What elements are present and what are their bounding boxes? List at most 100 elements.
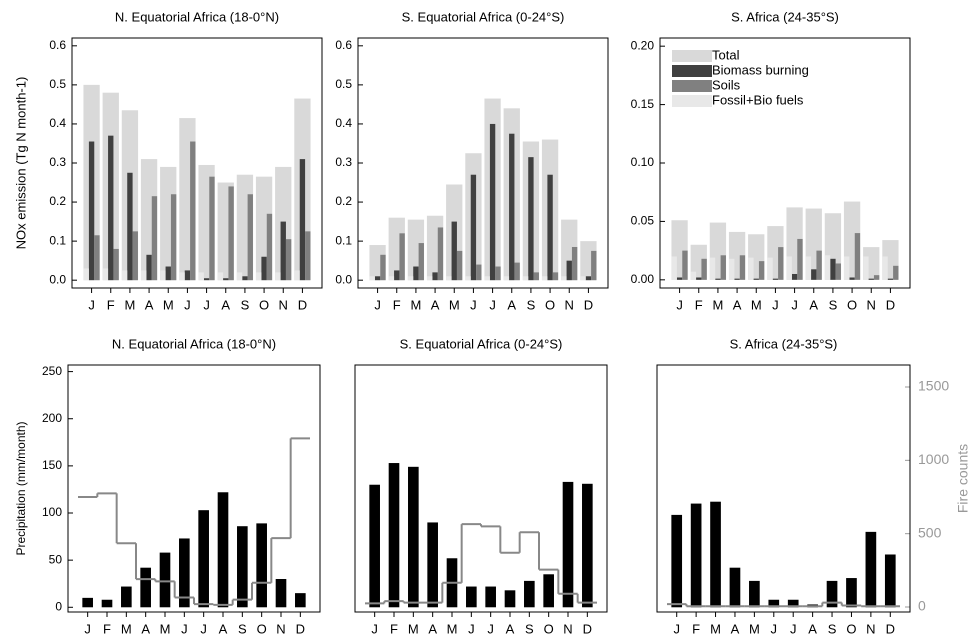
bar [671, 514, 683, 608]
bar [408, 466, 419, 608]
x-tick-label: M [712, 297, 723, 312]
bar [543, 574, 554, 608]
x-tick-label: J [184, 297, 191, 312]
bar [159, 552, 171, 608]
x-tick-label: A [428, 621, 437, 636]
y-tick-label: 0.2 [335, 194, 352, 208]
bar [413, 266, 419, 281]
bar [690, 271, 697, 280]
y2-tick-label: 500 [918, 524, 942, 540]
bar [715, 278, 721, 280]
x-tick-label: D [886, 297, 895, 312]
bar [734, 278, 740, 280]
bar [824, 255, 831, 280]
bar [228, 186, 234, 281]
bar [113, 248, 119, 281]
bar [797, 238, 803, 280]
x-tick-label: D [583, 621, 592, 636]
plot-frame [354, 364, 608, 613]
x-tick-label: A [221, 297, 230, 312]
bar [432, 272, 438, 281]
y-tick-label: 0 [55, 599, 62, 613]
legend-label: Biomass burning [712, 62, 809, 77]
y-axis-label: NOx emission (Tg N month-1) [13, 77, 28, 250]
x-tick-label: J [791, 297, 798, 312]
bar [873, 275, 880, 280]
bar [295, 593, 306, 608]
y2-tick-label: 1500 [918, 378, 949, 394]
bar [160, 270, 166, 281]
x-tick-label: M [447, 621, 458, 636]
y-tick-label: 200 [42, 411, 62, 425]
bar [865, 531, 877, 608]
bar [465, 276, 471, 281]
y-tick-label: 0.00 [631, 272, 655, 286]
bar [585, 276, 592, 281]
x-tick-label: J [200, 621, 207, 636]
bar [710, 501, 721, 608]
bar [94, 235, 100, 281]
bar [709, 257, 716, 280]
x-tick-label: A [219, 621, 228, 636]
bar [470, 174, 477, 281]
x-tick-label: J [771, 621, 778, 636]
y-tick-label: 0.0 [335, 272, 352, 286]
x-tick-label: M [410, 297, 421, 312]
bar [121, 586, 132, 608]
x-tick-label: J [772, 297, 779, 312]
bar [748, 257, 754, 280]
x-tick-label: J [673, 621, 680, 636]
y-tick-label: 50 [49, 552, 63, 566]
bar [720, 255, 726, 280]
y2-tick-label: 1000 [918, 451, 949, 467]
bar [580, 276, 586, 281]
bar [399, 233, 405, 281]
bar [151, 196, 158, 281]
bar [682, 250, 688, 280]
bar [242, 276, 248, 281]
x-tick-label: M [749, 621, 760, 636]
bar [786, 256, 792, 280]
bar [844, 256, 850, 280]
x-tick-label: F [107, 297, 115, 312]
panel-title: S. Equatorial Africa (0-24°S) [402, 9, 565, 24]
bar [223, 278, 229, 281]
bar [236, 272, 243, 281]
bar [582, 483, 593, 608]
x-tick-label: F [393, 297, 401, 312]
bar [127, 172, 133, 281]
bar [101, 599, 113, 608]
x-tick-label: J [676, 297, 683, 312]
y-tick-label: 250 [42, 364, 62, 378]
x-tick-label: M [710, 621, 721, 636]
bar [868, 278, 874, 280]
x-tick-label: S [238, 621, 247, 636]
x-tick-label: M [408, 621, 419, 636]
bar [427, 522, 438, 608]
bar [562, 481, 574, 608]
bar [280, 221, 286, 281]
x-tick-label: N [866, 621, 875, 636]
panel-title: S. Equatorial Africa (0-24°S) [400, 336, 563, 351]
plot-frame [357, 37, 609, 289]
bar [528, 157, 534, 281]
x-tick-label: A [507, 297, 516, 312]
bar [141, 270, 147, 281]
bar [102, 268, 109, 281]
bar [198, 510, 209, 608]
bar [768, 599, 780, 608]
bar [739, 255, 746, 280]
bar [305, 231, 311, 281]
bar [846, 578, 857, 608]
bar [451, 221, 457, 281]
bar [256, 523, 267, 608]
bar [179, 272, 185, 281]
y-tick-label: 0.4 [335, 116, 352, 130]
y-tick-label: 100 [42, 505, 62, 519]
bar [266, 213, 273, 281]
bar [690, 503, 702, 608]
y-tick-label: 0.1 [335, 233, 352, 247]
bar [484, 276, 490, 281]
bar [294, 270, 300, 281]
